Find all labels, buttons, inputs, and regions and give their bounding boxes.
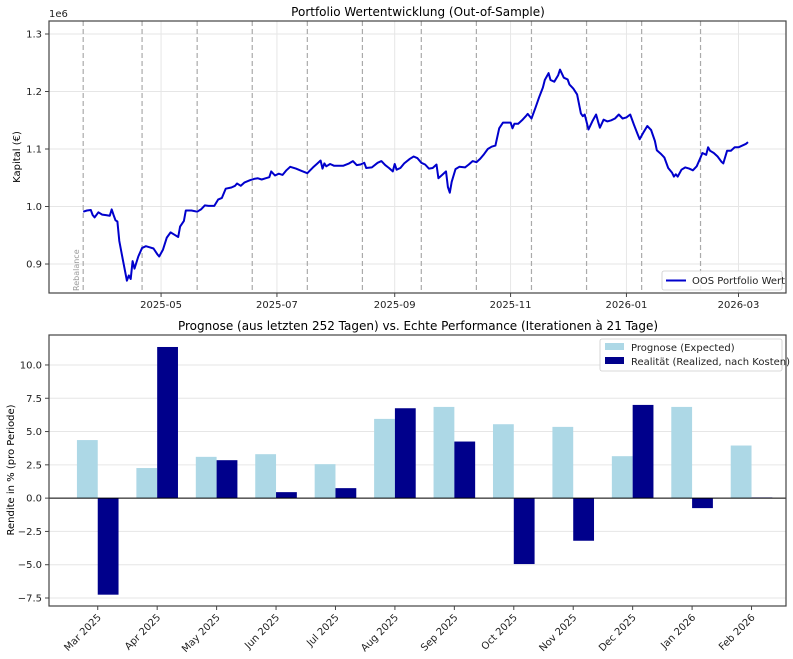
bar-realitaet	[216, 460, 238, 499]
y-tick-label: 10.0	[20, 360, 42, 371]
line-series	[82, 68, 749, 282]
bar-chart: Prognose (aus letzten 252 Tagen) vs. Ech…	[6, 319, 790, 655]
bar-realitaet	[513, 498, 535, 565]
y-tick-label: −5.0	[18, 560, 42, 571]
bar-chart-frame	[48, 334, 787, 607]
x-tick-label: 2026-03	[718, 300, 760, 311]
line-chart: Portfolio Wertentwicklung (Out-of-Sample…	[12, 5, 787, 311]
legend-box	[599, 338, 783, 372]
bar-prognose	[195, 456, 217, 499]
bar-realitaet	[157, 346, 178, 499]
bar-realitaet	[394, 408, 416, 499]
y-tick-label: 1.3	[26, 29, 42, 40]
line-chart-frame	[48, 20, 787, 294]
y-tick-label: 0.0	[26, 494, 42, 505]
legend-box	[661, 270, 783, 291]
bar-chart-title: Prognose (aus letzten 252 Tagen) vs. Ech…	[178, 319, 658, 333]
x-tick-label: Sep 2025	[419, 612, 460, 653]
y-tick-label: 1.2	[26, 87, 42, 98]
bar-prognose	[611, 456, 633, 499]
bar-prognose	[730, 445, 752, 499]
bar-realitaet	[276, 492, 297, 499]
y-tick-label: −2.5	[18, 527, 42, 538]
y-tick-label: 5.0	[26, 427, 42, 438]
bar-prognose	[136, 468, 158, 499]
bar-prognose	[255, 454, 277, 499]
legend-label-prognose: Prognose (Expected)	[631, 343, 735, 354]
y-offset-label: 1e6	[49, 9, 68, 20]
bar-prognose	[552, 426, 574, 499]
x-tick-label: May 2025	[180, 612, 223, 655]
x-tick-label: 2026-01	[606, 300, 648, 311]
x-tick-label: Mar 2025	[62, 612, 103, 653]
x-tick-label: Oct 2025	[480, 612, 520, 652]
x-tick-label: 2025-05	[140, 300, 182, 311]
line-chart-y-ticks: 0.9 1.0 1.1 1.2 1.3	[26, 29, 49, 271]
x-tick-label: Jun 2025	[242, 612, 282, 652]
bar-chart-legend: Prognose (Expected) Realität (Realized, …	[599, 338, 790, 372]
x-tick-label: Nov 2025	[538, 612, 580, 654]
line-chart-x-ticks: 2025-05 2025-07 2025-09 2025-11 2026-01 2026-…	[140, 293, 759, 311]
bar-realitaet	[97, 498, 119, 595]
y-tick-label: 2.5	[26, 460, 42, 471]
bar-chart-x-ticks: Mar 2025 Apr 2025 May 2025 Jun 2025 Jul 2025…	[62, 606, 758, 655]
bar-realitaet	[692, 498, 713, 509]
rebalance-annotation: Rebalance	[72, 249, 81, 291]
legend-label: OOS Portfolio Wert	[692, 276, 785, 287]
line-chart-ylabel: Kapital (€)	[12, 131, 23, 183]
x-tick-label: 2025-07	[256, 300, 298, 311]
x-tick-label: 2025-09	[374, 300, 416, 311]
bar-prognose	[671, 406, 693, 499]
y-tick-label: 0.9	[26, 260, 42, 271]
bar-prognose	[76, 440, 98, 499]
x-tick-label: Dec 2025	[597, 612, 639, 654]
bar-prognose	[492, 424, 514, 499]
x-tick-label: Jan 2026	[659, 612, 699, 652]
x-tick-label: 2025-11	[490, 300, 532, 311]
bar-realitaet	[454, 441, 476, 499]
y-tick-label: 1.1	[26, 145, 42, 156]
x-tick-label: Aug 2025	[359, 612, 401, 654]
line-chart-legend: OOS Portfolio Wert	[661, 270, 785, 291]
bar-realitaet	[632, 404, 654, 499]
bar-realitaet	[335, 488, 357, 499]
x-tick-label: Apr 2025	[123, 612, 163, 652]
line-chart-title: Portfolio Wertentwicklung (Out-of-Sample…	[291, 5, 545, 19]
y-tick-label: 7.5	[26, 394, 42, 405]
portfolio-value-line	[82, 68, 749, 282]
y-tick-label: −7.5	[18, 594, 42, 605]
legend-swatch-realitaet	[605, 357, 624, 364]
x-tick-label: Jul 2025	[304, 612, 341, 649]
bar-prognose	[433, 406, 455, 499]
legend-label-realitaet: Realität (Realized, nach Kosten)	[631, 357, 790, 368]
bar-chart-ylabel: Rendite in % (pro Periode)	[6, 404, 17, 535]
rebalance-lines	[82, 21, 702, 293]
y-tick-label: 1.0	[26, 202, 42, 213]
bar-series	[76, 346, 773, 595]
bar-realitaet	[573, 498, 595, 541]
bar-chart-y-ticks: −7.5 −5.0 −2.5 0.0 2.5 5.0 7.5 10.0	[18, 360, 49, 605]
line-chart-grid	[49, 21, 786, 293]
bar-prognose	[374, 418, 395, 499]
bar-prognose	[314, 464, 336, 499]
x-tick-label: Feb 2026	[717, 612, 758, 653]
legend-swatch-prognose	[605, 343, 624, 350]
